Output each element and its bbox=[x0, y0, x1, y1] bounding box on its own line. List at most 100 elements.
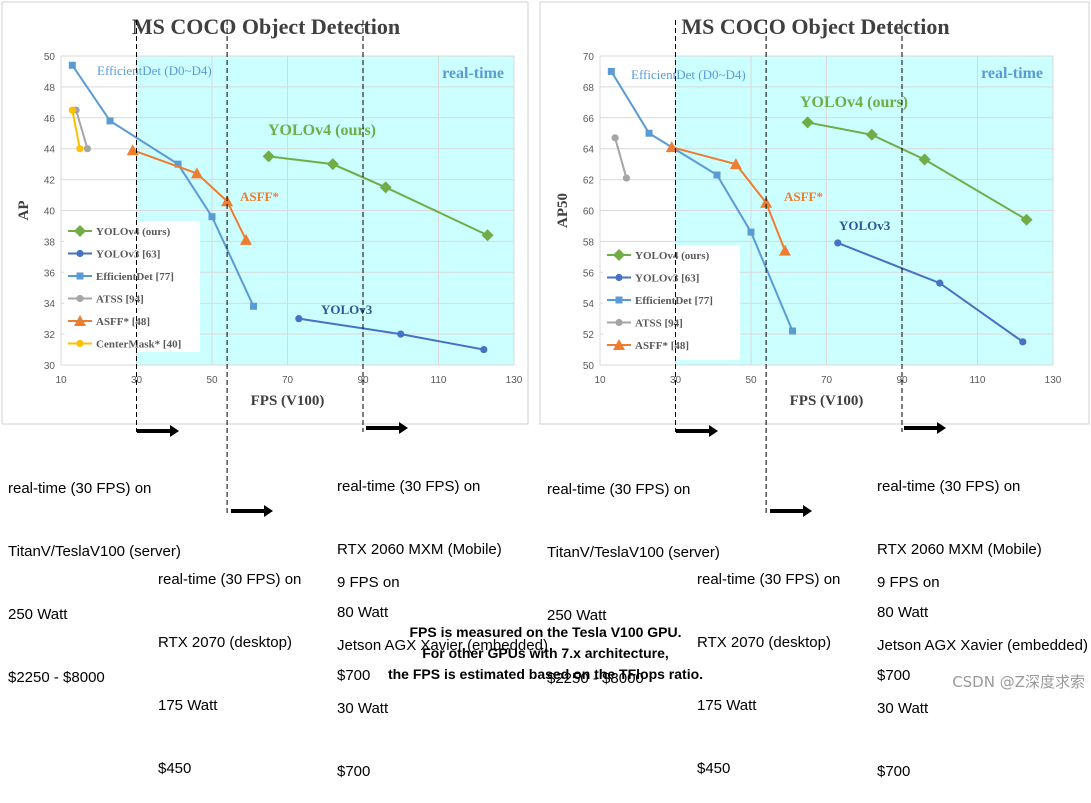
legend-swatch-marker bbox=[613, 339, 625, 350]
note-line: RTX 2060 MXM (Mobile) bbox=[877, 541, 1042, 558]
note-line: $450 bbox=[158, 760, 192, 777]
footer-line-1: FPS is measured on the Tesla V100 GPU. bbox=[409, 624, 682, 640]
arrow-server-right bbox=[709, 425, 718, 437]
data-point bbox=[778, 244, 791, 256]
data-point bbox=[397, 330, 405, 338]
x-tick-label: 110 bbox=[970, 375, 986, 386]
arrow-mobile-left bbox=[399, 422, 408, 434]
series-line bbox=[132, 149, 247, 241]
data-point bbox=[68, 106, 76, 114]
legend-label: YOLOv3 [63] bbox=[635, 273, 699, 285]
note-line: 80 Watt bbox=[877, 604, 929, 621]
note-line: 30 Watt bbox=[877, 700, 929, 717]
series-line bbox=[807, 121, 1028, 221]
arrow-desktop-left bbox=[264, 505, 273, 517]
data-point bbox=[789, 327, 797, 335]
y-tick-label: 42 bbox=[44, 176, 56, 187]
x-tick-label: 50 bbox=[206, 375, 218, 386]
legend-label: YOLOv4 (ours) bbox=[96, 226, 171, 238]
legend-swatch-marker bbox=[615, 273, 623, 282]
note-line: RTX 2070 (desktop) bbox=[158, 634, 292, 651]
x-tick-label: 50 bbox=[745, 375, 757, 386]
data-point bbox=[106, 117, 114, 125]
note-line: $700 bbox=[337, 763, 371, 780]
arrow-mobile-right bbox=[937, 422, 946, 434]
realtime-label: real-time bbox=[442, 65, 504, 82]
y-tick-label: 48 bbox=[44, 83, 56, 94]
series-line bbox=[671, 146, 786, 252]
data-point bbox=[1019, 338, 1027, 346]
legend-swatch-marker bbox=[76, 249, 84, 258]
y-tick-label: 50 bbox=[583, 361, 595, 372]
note-line: 9 FPS on bbox=[337, 574, 400, 591]
note-line: $2250 - $8000 bbox=[8, 669, 105, 686]
note-line: real-time (30 FPS) on bbox=[697, 571, 841, 588]
legend-swatch-marker bbox=[76, 294, 84, 303]
legend-swatch-marker bbox=[613, 249, 625, 261]
y-tick-label: 68 bbox=[583, 83, 595, 94]
data-point bbox=[713, 171, 721, 179]
data-point bbox=[607, 67, 615, 75]
x-tick-label: 10 bbox=[55, 375, 67, 386]
y-tick-label: 60 bbox=[583, 207, 595, 218]
legend-box bbox=[64, 221, 200, 352]
y-tick-label: 64 bbox=[583, 145, 595, 156]
data-point bbox=[239, 233, 252, 245]
annotation-label: ASFF* bbox=[240, 189, 279, 204]
note-line: RTX 2060 MXM (Mobile) bbox=[337, 541, 502, 558]
x-tick-label: 130 bbox=[506, 375, 523, 386]
note-line: real-time (30 FPS) on bbox=[158, 571, 302, 588]
legend-swatch-marker bbox=[76, 272, 84, 280]
data-point bbox=[126, 144, 139, 156]
data-point bbox=[83, 145, 92, 153]
note-line: $700 bbox=[877, 763, 911, 780]
y-tick-label: 58 bbox=[583, 237, 595, 248]
note-line: 30 Watt bbox=[337, 700, 389, 717]
note-line: $2250 - $8000 bbox=[547, 670, 644, 687]
series-line bbox=[268, 155, 489, 237]
data-point bbox=[379, 181, 392, 194]
data-point bbox=[190, 167, 203, 179]
annotation-label: EfficientDet (D0~D4) bbox=[631, 67, 746, 82]
annotation-label: YOLOv4 (ours) bbox=[800, 94, 908, 111]
x-axis-label: FPS (V100) bbox=[790, 393, 864, 409]
realtime-label: real-time bbox=[981, 65, 1043, 82]
note-line: 250 Watt bbox=[547, 607, 607, 624]
note-server-left: real-time (30 FPS) on TitanV/TeslaV100 (… bbox=[8, 436, 181, 709]
x-tick-label: 10 bbox=[594, 375, 606, 386]
annotation-label: YOLOv3 bbox=[321, 302, 373, 317]
note-line: Jetson AGX Xavier (embedded) bbox=[337, 637, 548, 654]
series-line bbox=[614, 137, 628, 179]
legend-swatch-marker bbox=[74, 225, 86, 237]
annotation-label: ASFF* bbox=[784, 189, 823, 204]
data-point bbox=[747, 228, 755, 236]
note-line: real-time (30 FPS) on bbox=[337, 478, 481, 495]
arrows bbox=[137, 422, 946, 517]
data-point bbox=[936, 279, 944, 287]
y-tick-label: 52 bbox=[583, 330, 595, 341]
note-line: $700 bbox=[337, 667, 371, 684]
footer-line-3: the FPS is estimated based on the TFlops… bbox=[387, 666, 704, 682]
note-line: Jetson AGX Xavier (embedded) bbox=[877, 637, 1088, 654]
legend-label: ASFF* [48] bbox=[96, 316, 150, 328]
data-point bbox=[481, 229, 494, 242]
y-tick-label: 44 bbox=[44, 145, 56, 156]
data-point bbox=[76, 145, 84, 153]
data-point bbox=[326, 158, 339, 171]
legend-swatch-marker bbox=[76, 339, 84, 348]
legend-label: YOLOv4 (ours) bbox=[635, 250, 710, 262]
note-line: TitanV/TeslaV100 (server) bbox=[547, 544, 720, 561]
legend-label: EfficientDet [77] bbox=[635, 295, 713, 307]
data-point bbox=[208, 213, 216, 221]
data-point bbox=[611, 134, 619, 142]
annotation-label: YOLOv3 bbox=[839, 218, 891, 233]
legend-swatch-marker bbox=[615, 296, 623, 304]
legend-label: CenterMask* [40] bbox=[96, 339, 181, 351]
chart-title: MS COCO Object Detection bbox=[681, 14, 949, 39]
y-tick-label: 40 bbox=[44, 207, 56, 218]
arrow-desktop-right bbox=[803, 505, 812, 517]
legend-label: EfficientDet [77] bbox=[96, 271, 174, 283]
note-line: RTX 2070 (desktop) bbox=[697, 634, 831, 651]
data-point bbox=[250, 302, 258, 310]
